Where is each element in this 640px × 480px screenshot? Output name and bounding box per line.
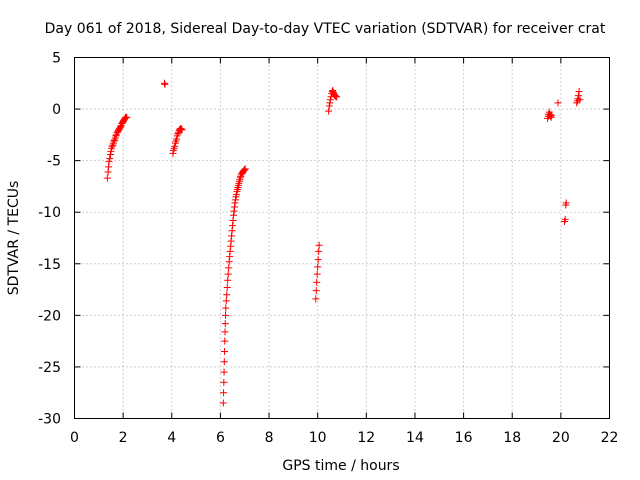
chart-title: Day 061 of 2018, Sidereal Day-to-day VTE…	[45, 21, 606, 37]
data-point	[222, 297, 230, 305]
y-tick-label: 5	[52, 51, 61, 67]
data-point	[312, 295, 320, 303]
x-tick-label: 8	[265, 430, 274, 446]
data-point	[225, 264, 233, 272]
x-tick-label: 14	[406, 430, 424, 446]
data-point	[219, 399, 227, 407]
data-point	[333, 93, 341, 101]
data-point	[222, 311, 230, 319]
data-points	[103, 79, 584, 407]
data-point	[575, 88, 583, 96]
x-axis-label: GPS time / hours	[282, 458, 399, 474]
data-point	[554, 99, 562, 107]
data-point	[103, 174, 111, 182]
x-tick-label: 12	[357, 430, 375, 446]
y-tick-label: -15	[38, 257, 61, 273]
data-point	[224, 270, 232, 278]
data-point	[222, 304, 230, 312]
data-point	[108, 142, 116, 150]
data-point	[223, 284, 231, 292]
data-point	[220, 368, 228, 376]
data-point	[548, 111, 556, 119]
data-point	[313, 278, 321, 286]
y-tick-label: -5	[47, 154, 61, 170]
data-point	[576, 96, 584, 104]
y-axis-tick-labels: 5 0 -5 -10 -15 -20 -25 -30	[38, 51, 61, 428]
data-point	[325, 107, 333, 115]
x-tick-label: 20	[552, 430, 570, 446]
data-point	[561, 215, 569, 223]
data-point	[220, 389, 228, 397]
y-tick-label: -10	[38, 205, 61, 221]
data-point	[574, 92, 582, 100]
data-point	[315, 247, 323, 255]
data-point	[224, 276, 232, 284]
x-tick-label: 18	[503, 430, 521, 446]
grid	[74, 57, 610, 419]
y-axis-label: SDTVAR / TECUs	[6, 181, 22, 296]
data-point	[161, 80, 169, 88]
data-point	[110, 137, 118, 145]
data-point	[106, 155, 114, 163]
y-tick-label: -30	[38, 412, 61, 428]
data-point	[171, 142, 179, 150]
data-point	[331, 92, 339, 100]
data-point	[220, 378, 228, 386]
data-point	[241, 165, 249, 173]
data-point	[221, 328, 229, 336]
data-point	[315, 241, 323, 249]
x-tick-label: 0	[70, 430, 79, 446]
data-point	[314, 263, 322, 271]
axis-ticks	[74, 57, 610, 419]
y-tick-label: -20	[38, 308, 61, 324]
x-axis-tick-labels: 0 2 4 6 8 10 12 14 16 18 20 22	[70, 430, 618, 446]
data-point	[313, 270, 321, 278]
data-point	[221, 347, 229, 355]
x-tick-label: 6	[216, 430, 225, 446]
data-point	[312, 287, 320, 295]
data-point	[221, 320, 229, 328]
data-point	[314, 256, 322, 264]
data-point	[105, 158, 113, 166]
data-point	[562, 199, 570, 207]
x-tick-label: 4	[167, 430, 176, 446]
data-point	[221, 337, 229, 345]
plot-frame	[74, 57, 610, 419]
x-tick-label: 10	[309, 430, 327, 446]
data-point	[326, 96, 334, 104]
data-point	[178, 126, 186, 134]
y-tick-label: 0	[52, 102, 61, 118]
data-point	[220, 358, 228, 366]
data-point	[123, 113, 131, 121]
x-tick-label: 2	[119, 430, 128, 446]
x-tick-label: 16	[455, 430, 473, 446]
data-point	[223, 291, 231, 299]
x-tick-label: 22	[601, 430, 619, 446]
y-tick-label: -25	[38, 360, 61, 376]
